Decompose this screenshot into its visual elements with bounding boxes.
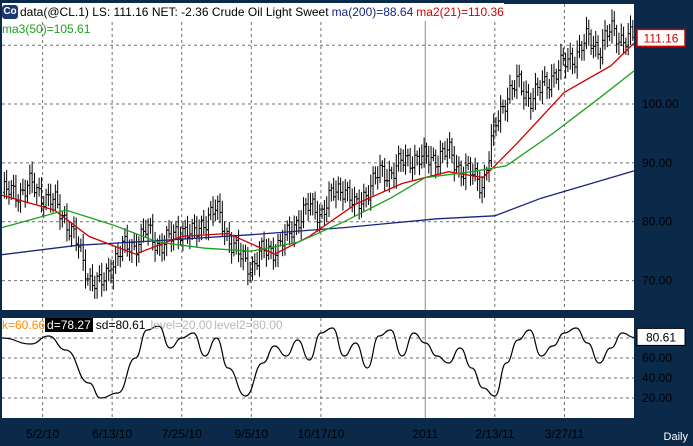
stoch-y-tick-label: 60.00 [642,351,672,365]
x-tick-label: 2/13/11 [475,427,514,441]
ma200-line [1,170,635,256]
x-tick-label: 9/5/10 [235,427,269,441]
y-tick-label: 90.00 [642,156,672,170]
price-header: Co data(@CL.1) LS: 111.16 NET: -2.36 Cru… [2,3,504,21]
price-panel [2,4,634,310]
last-price-box [636,28,686,48]
ma200-label: ma(200)=88.64 [331,5,414,19]
x-tick-label: 3/27/11 [545,427,584,441]
frequency-label: Daily [664,431,689,443]
y-tick-label: 100.00 [642,97,679,111]
ma50-label: ma3(50)=105.61 [2,22,91,36]
ma21-line [1,42,635,255]
stochastic-panel [2,318,634,418]
stoch-y-tick-label: 20.00 [642,391,672,405]
x-tick-label: 6/13/10 [92,427,132,441]
ma50-line [1,70,635,252]
y-tick-label: 70.00 [642,274,672,288]
stoch-level-label: level=20.00 [150,318,213,332]
symbol-badge-icon: Co [2,5,18,19]
stoch-last-value-label: 80.61 [646,330,676,344]
y-tick-label: 80.00 [642,215,672,229]
ma21-label: ma2(21)=110.36 [416,5,504,19]
stoch-sd-label: sd=80.61 [95,318,146,332]
stoch-k-label: k=60.66 [2,318,46,332]
stochastic-header: k=60.66 d=78.27 sd=80.61 level=20.00 lev… [2,318,283,332]
x-tick-label: 10/17/10 [298,427,345,441]
x-tick-label: 2011 [412,427,438,441]
stoch-d-label: d=78.27 [45,318,93,332]
price-header-text: data(@CL.1) LS: 111.16 NET: -2.36 Crude … [20,5,329,19]
stoch-y-tick-label: 40.00 [642,371,672,385]
stoch-level2-label: level2=80.00 [214,318,283,332]
x-tick-label: 7/25/10 [162,427,202,441]
stoch-last-value-box [636,327,686,346]
last-price-label: 111.16 [644,31,679,45]
stochastic-sd-line [1,325,635,399]
x-tick-label: 5/2/10 [26,427,60,441]
